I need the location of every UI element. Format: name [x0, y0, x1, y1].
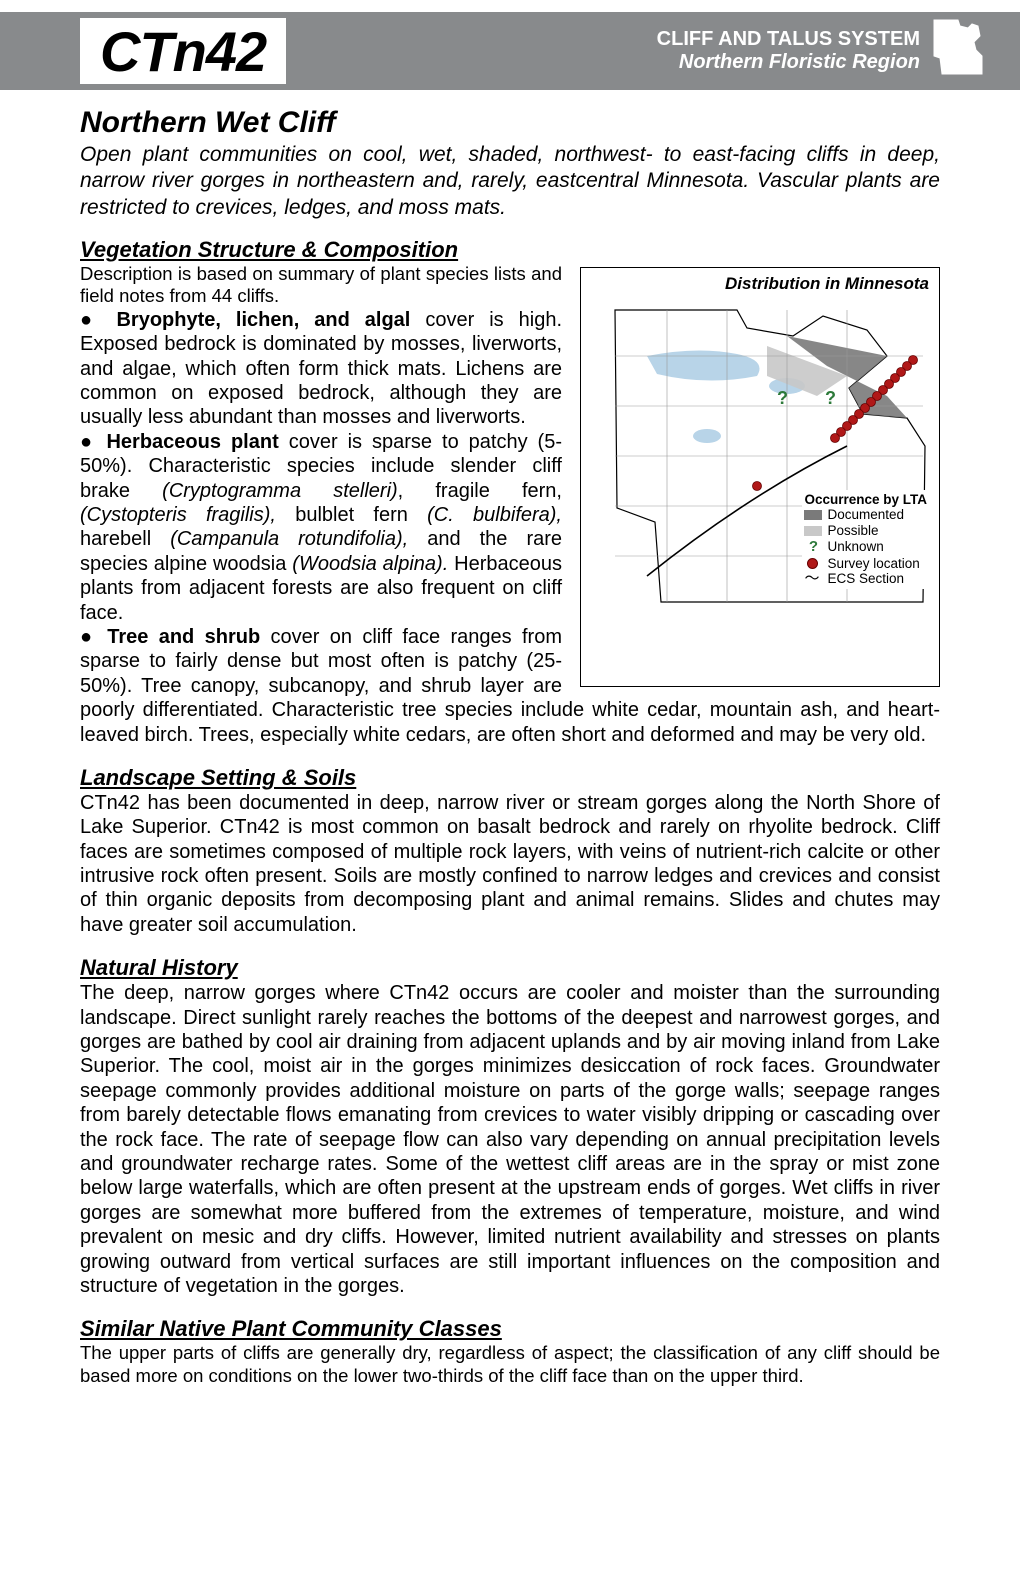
veg-heading: Vegetation Structure & Composition — [80, 237, 940, 263]
history-text: The deep, narrow gorges where CTn42 occu… — [80, 981, 940, 1298]
landscape-heading: Landscape Setting & Soils — [80, 765, 940, 791]
header-right: CLIFF AND TALUS SYSTEM Northern Floristi… — [286, 12, 1020, 90]
code-box: CTn42 — [80, 18, 286, 84]
intro-text: Open plant communities on cool, wet, sha… — [80, 142, 940, 221]
region-name: Northern Floristic Region — [679, 51, 920, 74]
legend-ecs: 〜ECS Section — [804, 571, 927, 587]
distribution-map: Distribution in Minnesota — [580, 267, 940, 687]
similar-heading: Similar Native Plant Community Classes — [80, 1316, 940, 1342]
map-legend: Occurrence by LTA Documented Possible ?U… — [802, 490, 929, 589]
legend-survey: Survey location — [804, 556, 927, 572]
legend-possible: Possible — [804, 523, 927, 539]
map-title: Distribution in Minnesota — [725, 274, 929, 294]
similar-text: The upper parts of cliffs are generally … — [80, 1342, 940, 1387]
header-bar: CTn42 CLIFF AND TALUS SYSTEM Northern Fl… — [0, 12, 1020, 90]
vegetation-block: Vegetation Structure & Composition Distr… — [80, 237, 940, 747]
legend-unknown: ?Unknown — [804, 538, 927, 555]
minnesota-icon — [928, 16, 984, 84]
legend-title: Occurrence by LTA — [804, 492, 927, 508]
landscape-text: CTn42 has been documented in deep, narro… — [80, 791, 940, 937]
page: CTn42 CLIFF AND TALUS SYSTEM Northern Fl… — [0, 12, 1020, 1417]
legend-documented: Documented — [804, 507, 927, 523]
svg-text:?: ? — [825, 388, 836, 408]
system-name: CLIFF AND TALUS SYSTEM — [657, 28, 920, 51]
svg-text:?: ? — [777, 388, 788, 408]
community-code: CTn42 — [100, 19, 266, 84]
history-heading: Natural History — [80, 955, 940, 981]
page-title: Northern Wet Cliff — [80, 106, 940, 140]
content: Northern Wet Cliff Open plant communitie… — [0, 90, 1020, 1417]
